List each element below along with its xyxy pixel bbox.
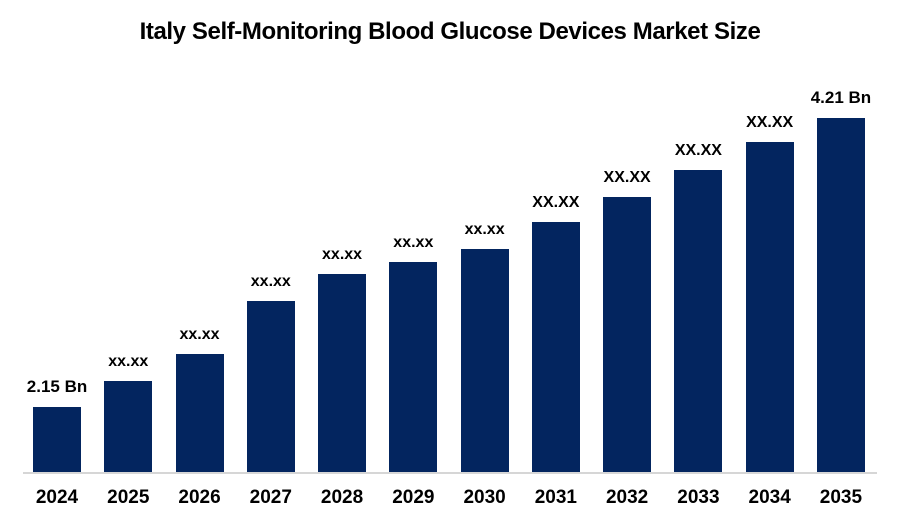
bar-column: xx.xx	[460, 221, 509, 472]
bar-value-label: XX.XX	[674, 142, 722, 160]
x-axis-labels: 2024 2025 2026 2027 2028 2029 2030 2031 2032 2033…	[33, 487, 865, 509]
bar-column: xx.xx	[318, 246, 367, 472]
bar-value-label: xx.xx	[250, 273, 291, 291]
bar	[531, 222, 580, 472]
bar	[816, 118, 865, 472]
bar-column: XX.XX	[531, 194, 580, 472]
bar-column: 4.21 Bn	[811, 89, 871, 472]
bar	[745, 142, 794, 472]
x-tick-label: 2029	[392, 487, 435, 508]
x-tick-label: 2026	[178, 487, 221, 508]
bar-value-label: XX.XX	[603, 169, 651, 187]
x-tick-label: 2034	[748, 487, 791, 508]
bar	[175, 354, 224, 472]
bar-value-label: xx.xx	[464, 221, 505, 239]
plot-area: 2.15 Bn xx.xx xx.xx xx.xx xx.xx xx.xx xx.xx XX.…	[27, 85, 871, 472]
bar-column: xx.xx	[246, 273, 295, 472]
bar-column: XX.XX	[603, 169, 652, 472]
x-tick-label: 2028	[320, 487, 364, 508]
x-tick-label: 2033	[677, 487, 720, 508]
bar-column: xx.xx	[175, 326, 224, 472]
x-tick-label: 2031	[534, 487, 577, 508]
bar-value-label: XX.XX	[746, 114, 794, 132]
bar-value-label: xx.xx	[393, 234, 434, 252]
bar-value-label: xx.xx	[179, 326, 220, 344]
x-tick-label: 2035	[819, 487, 863, 508]
bar	[246, 301, 295, 472]
bar-column: XX.XX	[674, 142, 723, 472]
bar	[318, 274, 367, 472]
bar	[460, 249, 509, 472]
bar-column: xx.xx	[104, 353, 153, 472]
bar	[33, 407, 81, 472]
bar-value-label: xx.xx	[322, 246, 363, 264]
bar	[603, 197, 652, 472]
bar-value-label: xx.xx	[108, 353, 149, 371]
bar	[104, 381, 153, 472]
x-tick-label: 2030	[463, 487, 506, 508]
bar-value-label: XX.XX	[532, 194, 580, 212]
x-tick-label: 2032	[605, 487, 649, 508]
bar	[674, 170, 723, 472]
x-tick-label: 2027	[249, 487, 292, 508]
x-tick-label: 2025	[107, 487, 150, 508]
bar-column: xx.xx	[389, 234, 438, 472]
bar	[389, 262, 438, 472]
bar-column: 2.15 Bn	[27, 378, 87, 472]
x-tick-label: 2024	[35, 487, 79, 508]
chart-title: Italy Self-Monitoring Blood Glucose Devi…	[139, 18, 761, 45]
bar-value-label: 4.21 Bn	[810, 88, 872, 108]
x-axis-line	[23, 472, 877, 474]
bars-row: 2.15 Bn xx.xx xx.xx xx.xx xx.xx xx.xx xx.xx XX.…	[27, 85, 871, 472]
bar-value-label: 2.15 Bn	[26, 377, 88, 397]
bar-column: XX.XX	[745, 114, 794, 472]
